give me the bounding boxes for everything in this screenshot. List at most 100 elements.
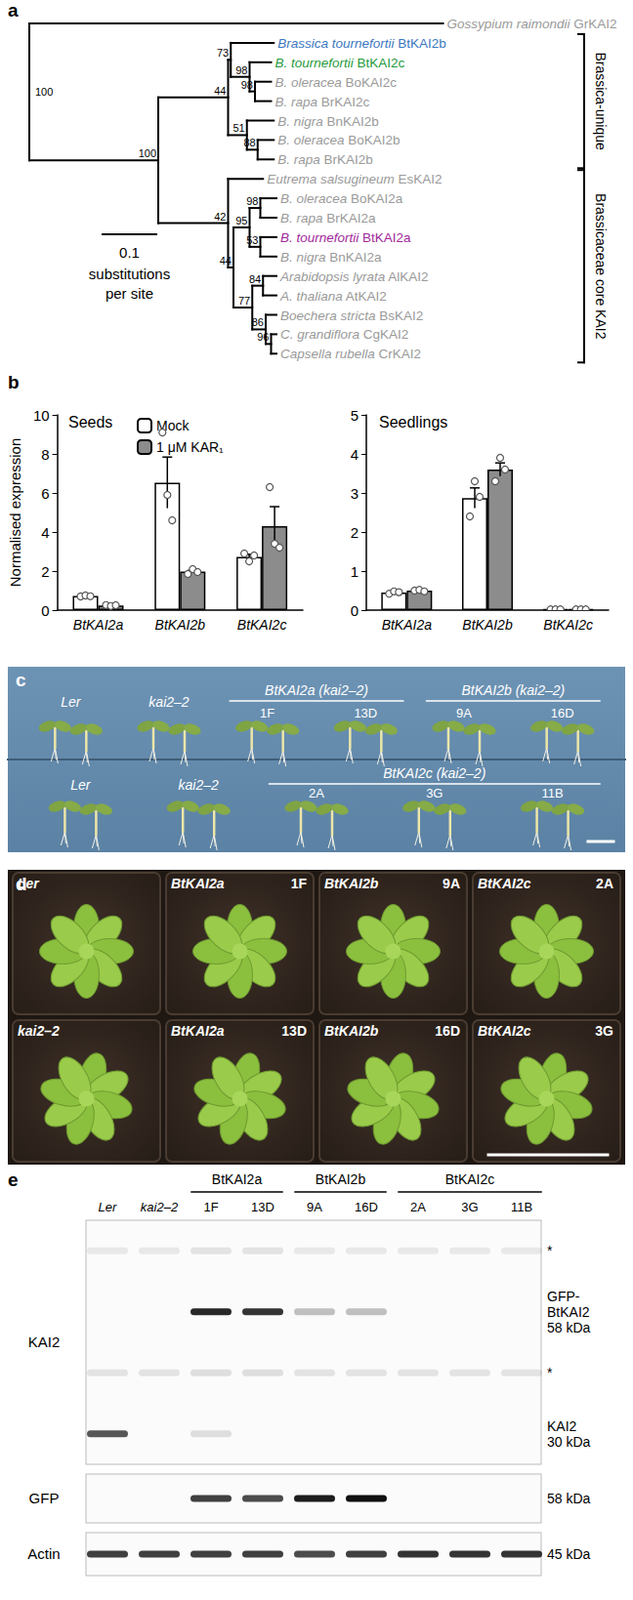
svg-text:9A: 9A — [306, 1200, 323, 1216]
svg-text:0: 0 — [41, 602, 49, 620]
svg-text:77: 77 — [238, 295, 251, 307]
svg-text:95: 95 — [235, 214, 248, 227]
svg-text:Actin: Actin — [27, 1546, 60, 1563]
svg-text:3G: 3G — [461, 1200, 478, 1216]
svg-text:Normalised expression: Normalised expression — [6, 438, 24, 589]
svg-text:BtKAI2a: BtKAI2a — [73, 617, 125, 633]
svg-text:1F: 1F — [203, 1200, 218, 1216]
svg-text:kai2–2: kai2–2 — [140, 1200, 179, 1216]
svg-text:KAI2: KAI2 — [28, 1334, 61, 1351]
svg-text:53: 53 — [246, 234, 258, 247]
svg-text:BtKAI2b (kai2–2): BtKAI2b (kai2–2) — [461, 682, 565, 699]
svg-text:44: 44 — [213, 84, 226, 97]
svg-text:16D: 16D — [550, 706, 575, 721]
svg-text:B. oleracea BoKAI2b: B. oleracea BoKAI2b — [277, 132, 400, 148]
svg-text:4: 4 — [41, 524, 49, 542]
svg-text:B. rapa BrKAI2c: B. rapa BrKAI2c — [275, 94, 371, 110]
svg-text:BtKAI2c: BtKAI2c — [543, 617, 593, 633]
svg-text:BtKAI2c: BtKAI2c — [477, 1023, 532, 1040]
svg-text:B. oleracea BoKAI2c: B. oleracea BoKAI2c — [275, 75, 398, 90]
svg-text:Brassica-unique: Brassica-unique — [592, 51, 609, 151]
svg-text:per site: per site — [105, 285, 154, 302]
svg-text:16D: 16D — [354, 1200, 379, 1216]
svg-text:B. rapa BrKAI2b: B. rapa BrKAI2b — [277, 152, 374, 168]
svg-text:8: 8 — [41, 446, 49, 464]
svg-text:B. tournefortii BtKAI2c: B. tournefortii BtKAI2c — [275, 55, 406, 71]
svg-text:Ler: Ler — [98, 1200, 118, 1216]
svg-text:BtKAI2c: BtKAI2c — [445, 1172, 496, 1188]
svg-text:1F: 1F — [291, 876, 308, 892]
svg-text:*: * — [547, 1243, 553, 1260]
svg-text:51: 51 — [233, 122, 246, 134]
svg-text:11B: 11B — [510, 1200, 533, 1216]
svg-text:*: * — [547, 1365, 553, 1382]
svg-text:1 μM KAR₁: 1 μM KAR₁ — [156, 439, 224, 456]
svg-text:Brassica tournefortii BtKAI2b: Brassica tournefortii BtKAI2b — [277, 36, 447, 51]
svg-text:BtKAI2a: BtKAI2a — [211, 1172, 263, 1188]
svg-text:73: 73 — [216, 46, 229, 59]
svg-text:5: 5 — [350, 407, 359, 424]
svg-text:B. rapa BrKAI2a: B. rapa BrKAI2a — [280, 211, 377, 226]
svg-text:2: 2 — [41, 563, 49, 581]
svg-text:1F: 1F — [259, 706, 275, 721]
svg-text:9A: 9A — [442, 876, 461, 892]
svg-text:e: e — [7, 1170, 19, 1191]
svg-text:KAI2: KAI2 — [547, 1419, 578, 1435]
svg-text:1: 1 — [350, 563, 359, 581]
svg-text:A. thaliana AtKAI2: A. thaliana AtKAI2 — [279, 289, 387, 304]
svg-text:kai2–2: kai2–2 — [148, 694, 189, 711]
svg-text:B. oleracea BoKAI2a: B. oleracea BoKAI2a — [280, 191, 404, 207]
svg-text:13D: 13D — [281, 1023, 307, 1040]
svg-text:13D: 13D — [251, 1200, 275, 1216]
svg-text:Brassicaceae core KAI2: Brassicaceae core KAI2 — [592, 193, 609, 340]
svg-text:BtKAI2b: BtKAI2b — [315, 1172, 367, 1188]
svg-text:BtKAI2b: BtKAI2b — [462, 617, 513, 633]
svg-text:0.1: 0.1 — [119, 244, 140, 261]
svg-text:30 kDa: 30 kDa — [547, 1434, 591, 1451]
svg-text:B. tournefortii BtKAI2a: B. tournefortii BtKAI2a — [280, 230, 412, 246]
svg-text:BtKAI2c (kai2–2): BtKAI2c (kai2–2) — [382, 765, 486, 782]
svg-text:9A: 9A — [456, 706, 472, 721]
svg-text:96: 96 — [256, 331, 269, 343]
svg-text:Arabidopsis lyrata AlKAI2: Arabidopsis lyrata AlKAI2 — [279, 269, 429, 285]
svg-text:16D: 16D — [434, 1023, 461, 1040]
svg-text:42: 42 — [213, 211, 226, 223]
svg-text:b: b — [7, 372, 20, 393]
svg-text:Gossypium raimondii GrKAI2: Gossypium raimondii GrKAI2 — [447, 16, 618, 32]
svg-text:44: 44 — [219, 254, 232, 267]
svg-text:45 kDa: 45 kDa — [547, 1547, 591, 1563]
svg-text:Ler: Ler — [70, 777, 92, 794]
svg-text:kai2–2: kai2–2 — [17, 1023, 60, 1040]
svg-text:84: 84 — [249, 273, 261, 286]
svg-text:3G: 3G — [425, 786, 443, 802]
svg-text:BtKAI2c: BtKAI2c — [477, 876, 532, 892]
svg-text:a: a — [7, 0, 19, 21]
svg-text:Boechera stricta BsKAI2: Boechera stricta BsKAI2 — [280, 308, 423, 324]
svg-text:10: 10 — [33, 407, 50, 424]
svg-text:2: 2 — [350, 524, 359, 542]
svg-text:GFP: GFP — [29, 1490, 60, 1508]
svg-text:B. nigra BnKAI2b: B. nigra BnKAI2b — [277, 114, 380, 129]
svg-text:BtKAI2b: BtKAI2b — [324, 876, 380, 892]
svg-text:GFP-: GFP- — [547, 1289, 581, 1306]
svg-text:kai2–2: kai2–2 — [178, 777, 219, 794]
svg-text:2A: 2A — [410, 1200, 426, 1216]
svg-text:BtKAI2: BtKAI2 — [547, 1305, 591, 1321]
svg-text:13D: 13D — [353, 706, 378, 721]
svg-text:BtKAI2b: BtKAI2b — [155, 617, 207, 633]
svg-text:98: 98 — [246, 195, 258, 208]
svg-text:Seedlings: Seedlings — [379, 414, 448, 431]
svg-text:88: 88 — [244, 136, 256, 149]
svg-text:2A: 2A — [308, 786, 325, 802]
svg-text:100: 100 — [35, 85, 53, 98]
svg-text:58 kDa: 58 kDa — [547, 1491, 591, 1508]
svg-text:substitutions: substitutions — [88, 265, 170, 283]
svg-text:d: d — [15, 874, 28, 895]
svg-text:58 kDa: 58 kDa — [547, 1320, 591, 1337]
svg-text:3: 3 — [350, 485, 359, 503]
svg-text:11B: 11B — [542, 786, 564, 802]
svg-text:B. nigra BnKAI2a: B. nigra BnKAI2a — [280, 250, 382, 265]
svg-text:BtKAI2a: BtKAI2a — [170, 876, 225, 892]
svg-text:2A: 2A — [595, 876, 614, 892]
svg-text:BtKAI2a (kai2–2): BtKAI2a (kai2–2) — [264, 682, 369, 699]
